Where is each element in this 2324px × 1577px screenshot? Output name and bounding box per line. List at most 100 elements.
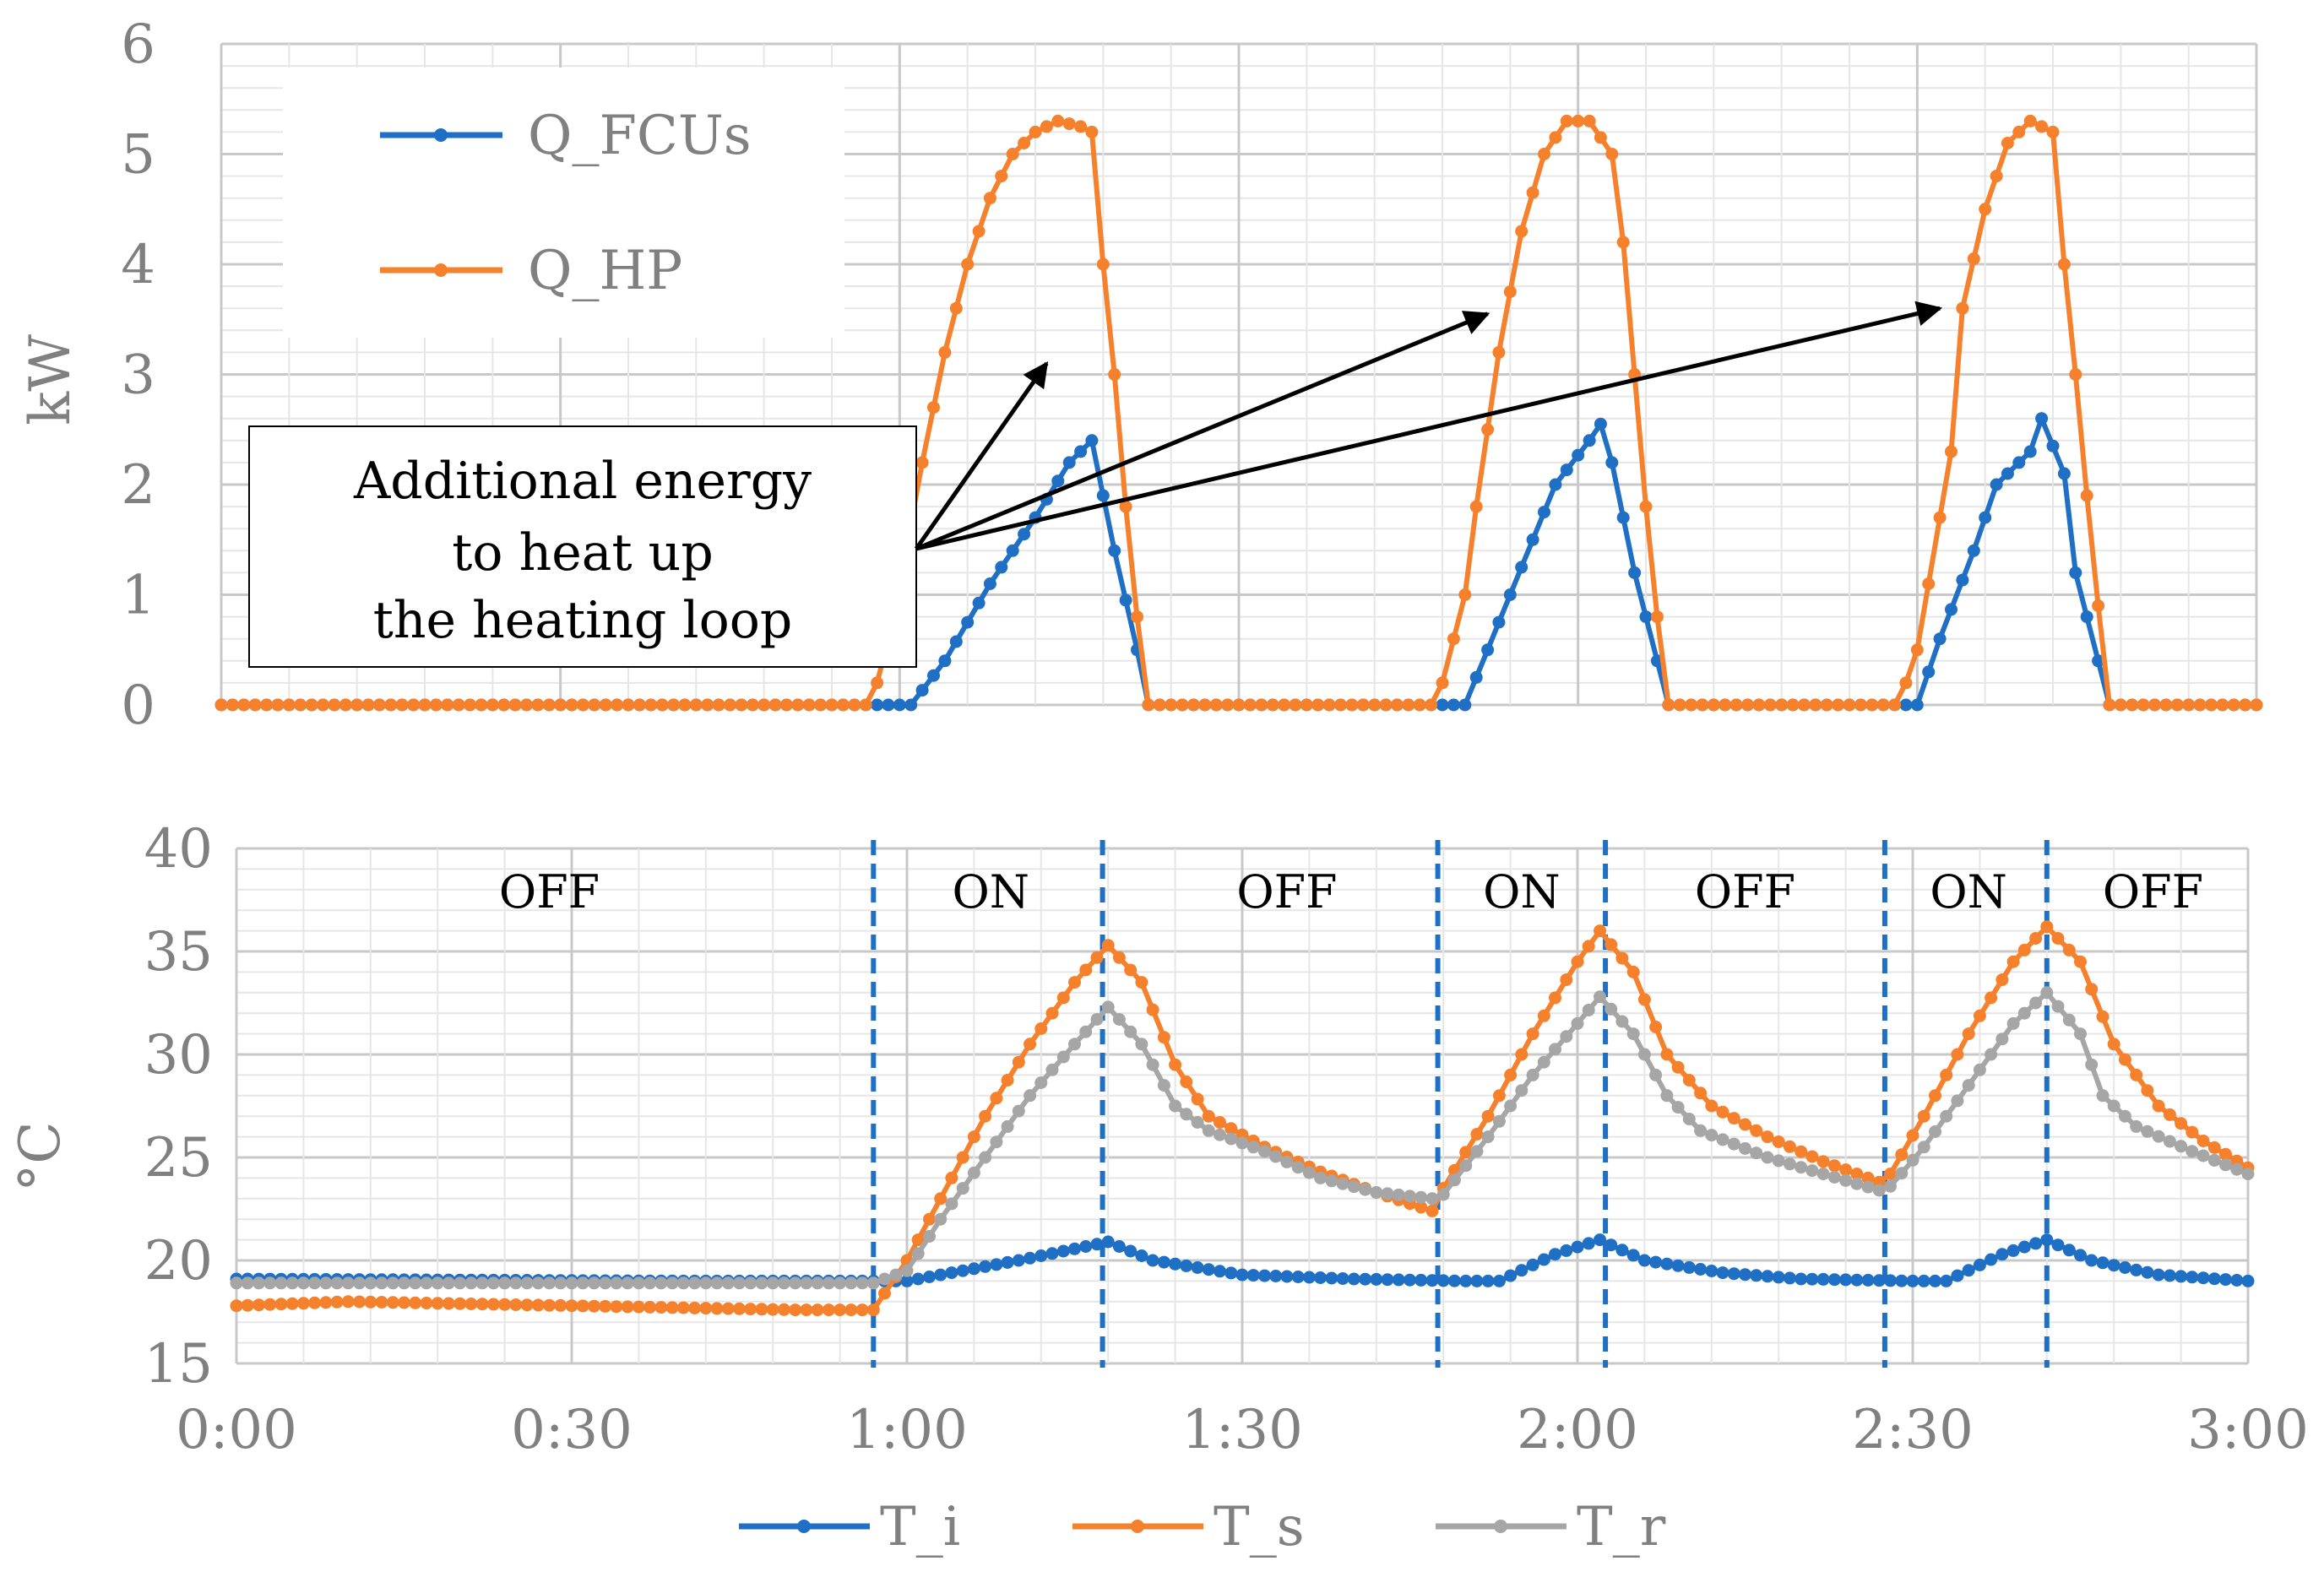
data-point bbox=[1481, 643, 1495, 657]
data-point bbox=[364, 1276, 377, 1290]
data-point bbox=[878, 1272, 891, 1286]
data-point bbox=[1191, 1261, 1204, 1274]
data-point bbox=[1112, 1240, 1126, 1253]
data-point bbox=[2051, 932, 2065, 945]
data-point bbox=[1191, 1092, 1204, 1106]
data-point bbox=[923, 1230, 936, 1243]
data-point bbox=[1051, 474, 1065, 488]
data-point bbox=[1135, 1038, 1148, 1051]
temperature-series bbox=[230, 920, 2255, 1317]
legend-label-t-s: T_s bbox=[1214, 1496, 1305, 1558]
data-point bbox=[733, 1302, 746, 1315]
data-point bbox=[1224, 1266, 1238, 1280]
data-point bbox=[956, 1264, 969, 1277]
data-point bbox=[2186, 1145, 2199, 1158]
data-point bbox=[442, 1276, 455, 1290]
data-point bbox=[915, 684, 929, 697]
data-point bbox=[1727, 1137, 1740, 1151]
data-point bbox=[1775, 698, 1789, 712]
data-point bbox=[1169, 1058, 1182, 1071]
y-tick-label: 20 bbox=[144, 1230, 213, 1292]
data-point bbox=[2207, 1272, 2221, 1286]
data-point bbox=[1135, 976, 1148, 989]
data-point bbox=[554, 1298, 567, 1312]
state-label-off: OFF bbox=[2103, 865, 2203, 919]
data-point bbox=[1224, 1132, 1238, 1146]
data-point bbox=[1001, 1119, 1014, 1133]
data-point bbox=[1682, 1260, 1696, 1274]
data-point bbox=[2092, 599, 2105, 612]
data-point bbox=[319, 1296, 333, 1309]
data-point bbox=[2103, 698, 2116, 712]
data-point bbox=[1481, 1109, 1495, 1123]
data-point bbox=[1639, 500, 1653, 513]
state-label-off: OFF bbox=[499, 865, 600, 919]
data-point bbox=[2219, 1273, 2232, 1287]
data-point bbox=[1761, 1270, 1774, 1283]
data-point bbox=[1090, 1238, 1104, 1251]
data-point bbox=[632, 1300, 645, 1314]
state-label-on: ON bbox=[1930, 865, 2007, 919]
data-point bbox=[1034, 1249, 1048, 1262]
data-point bbox=[945, 1197, 958, 1211]
data-point bbox=[1368, 698, 1382, 712]
data-point bbox=[341, 1276, 355, 1290]
data-point bbox=[923, 1271, 936, 1283]
data-point bbox=[1232, 698, 1246, 712]
data-point bbox=[1085, 434, 1099, 447]
data-point bbox=[699, 1302, 713, 1315]
data-point bbox=[1729, 698, 1743, 712]
data-point bbox=[1549, 1248, 1561, 1261]
temperature-y-ticks: 15 20 25 30 35 40 bbox=[144, 818, 213, 1395]
data-point bbox=[1763, 698, 1777, 712]
data-point bbox=[735, 698, 748, 712]
data-point bbox=[1649, 1068, 1663, 1081]
legend-entry-t-s: T_s bbox=[1072, 1496, 1305, 1558]
data-point bbox=[1626, 1027, 1640, 1041]
data-point bbox=[350, 698, 364, 712]
data-point bbox=[1750, 1124, 1763, 1137]
data-point bbox=[2062, 1244, 2076, 1257]
data-point bbox=[1202, 1109, 1215, 1123]
data-point bbox=[983, 192, 996, 205]
data-point bbox=[1169, 1099, 1182, 1113]
data-point bbox=[1637, 1254, 1651, 1267]
data-point bbox=[1872, 1184, 1886, 1197]
data-point bbox=[923, 1212, 936, 1226]
data-point bbox=[486, 1298, 500, 1311]
data-point bbox=[755, 1303, 768, 1316]
data-point bbox=[1269, 1270, 1283, 1282]
data-point bbox=[409, 1296, 422, 1309]
data-point bbox=[2096, 1010, 2110, 1023]
data-point bbox=[508, 698, 522, 712]
data-point bbox=[1096, 489, 1110, 502]
data-point bbox=[1090, 1013, 1104, 1026]
data-point bbox=[995, 170, 1008, 183]
data-point bbox=[622, 698, 635, 712]
data-point bbox=[889, 1268, 903, 1282]
data-point bbox=[1805, 1150, 1819, 1163]
data-point bbox=[1124, 1025, 1138, 1038]
data-point bbox=[1816, 1272, 1830, 1286]
data-point bbox=[2035, 120, 2049, 133]
annotation-line-1: Additional energy bbox=[353, 452, 812, 511]
state-labels: OFF ON OFF ON OFF ON OFF bbox=[499, 865, 2203, 919]
data-point bbox=[967, 1166, 980, 1179]
data-point bbox=[844, 1303, 858, 1317]
data-point bbox=[1034, 1022, 1048, 1035]
data-point bbox=[214, 698, 228, 712]
data-point bbox=[712, 698, 725, 712]
data-point bbox=[1074, 445, 1088, 458]
data-point bbox=[2107, 1099, 2120, 1113]
data-point bbox=[1673, 698, 1686, 712]
y-tick-label: 6 bbox=[121, 14, 155, 76]
data-point bbox=[1716, 1133, 1729, 1146]
data-point bbox=[1142, 698, 1155, 712]
data-point bbox=[296, 1276, 310, 1290]
data-point bbox=[2207, 1153, 2221, 1167]
data-point bbox=[945, 1266, 958, 1280]
data-point bbox=[308, 1276, 322, 1290]
data-point bbox=[667, 698, 681, 712]
data-point bbox=[464, 698, 477, 712]
